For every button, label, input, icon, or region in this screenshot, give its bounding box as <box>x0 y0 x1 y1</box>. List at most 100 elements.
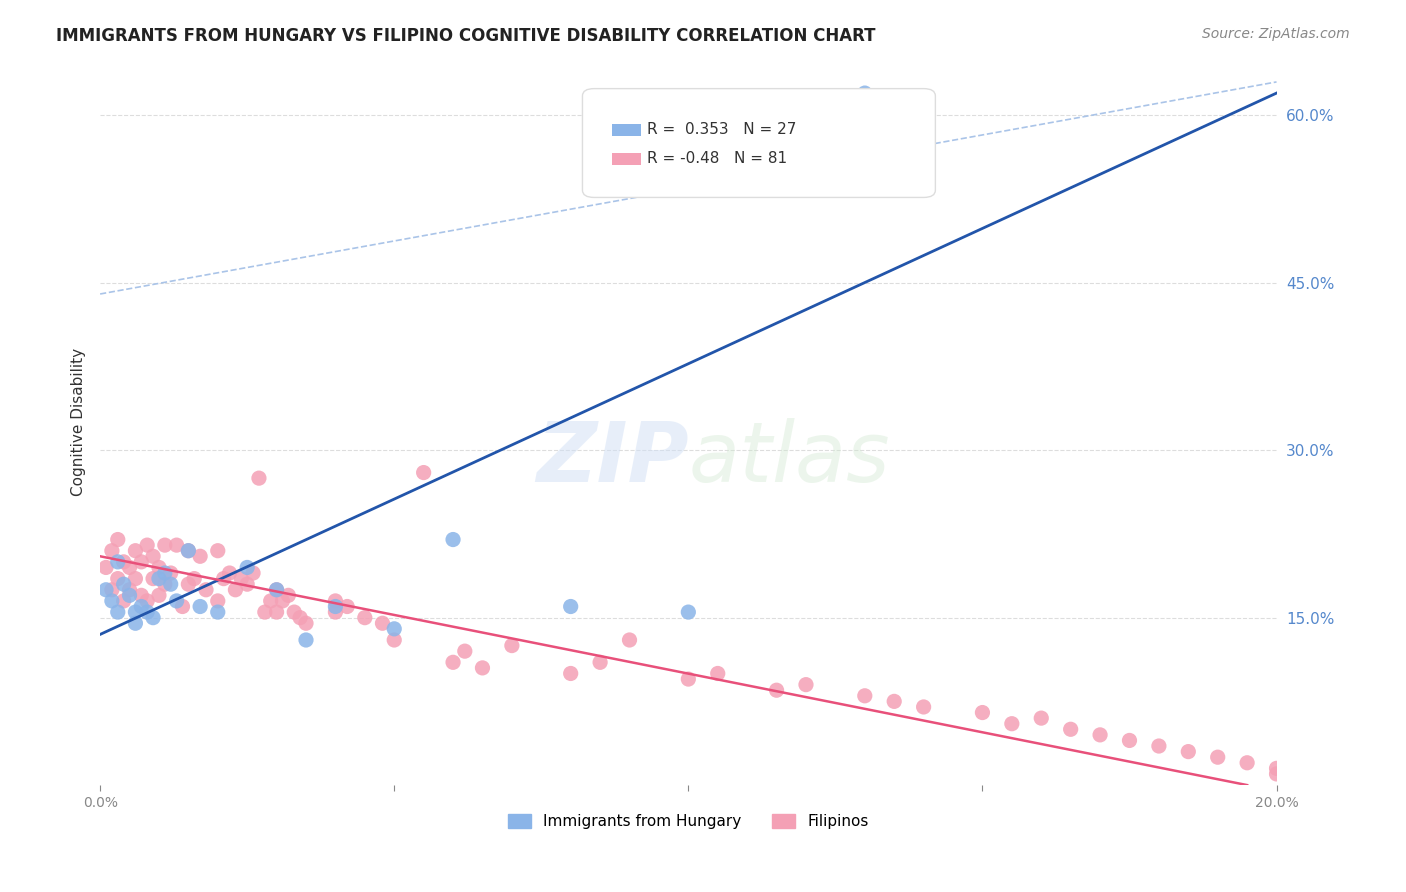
Point <box>153 566 176 580</box>
Point <box>288 610 311 624</box>
Point <box>107 605 129 619</box>
Point <box>177 543 200 558</box>
Text: atlas: atlas <box>689 418 890 500</box>
Point <box>118 560 141 574</box>
Point <box>148 560 170 574</box>
Point <box>1206 750 1229 764</box>
Point <box>678 605 700 619</box>
Point <box>177 577 200 591</box>
Point <box>148 588 170 602</box>
Point <box>266 605 288 619</box>
Text: IMMIGRANTS FROM HUNGARY VS FILIPINO COGNITIVE DISABILITY CORRELATION CHART: IMMIGRANTS FROM HUNGARY VS FILIPINO COGN… <box>56 27 876 45</box>
Point <box>353 610 375 624</box>
Point <box>172 599 194 614</box>
Point <box>1118 733 1140 747</box>
Point <box>912 700 935 714</box>
Point <box>260 594 283 608</box>
Point <box>1059 723 1081 737</box>
Point <box>1177 745 1199 759</box>
Point <box>112 577 135 591</box>
Point <box>277 588 299 602</box>
Point <box>136 594 159 608</box>
Point <box>207 543 229 558</box>
Point <box>136 538 159 552</box>
Point <box>124 572 146 586</box>
Point <box>94 582 117 597</box>
Bar <box>612 124 641 136</box>
Point <box>207 605 229 619</box>
Point <box>336 599 359 614</box>
Point <box>589 656 612 670</box>
Point <box>706 666 728 681</box>
Point <box>266 582 288 597</box>
Point <box>224 582 246 597</box>
Point <box>101 543 124 558</box>
Text: ZIP: ZIP <box>536 418 689 500</box>
Text: R =  0.353   N = 27: R = 0.353 N = 27 <box>647 122 797 137</box>
Point <box>231 572 253 586</box>
Point <box>153 577 176 591</box>
Point <box>218 566 240 580</box>
Point <box>454 644 477 658</box>
Point <box>112 555 135 569</box>
Point <box>236 560 259 574</box>
Point <box>142 610 165 624</box>
Point <box>765 683 787 698</box>
Point <box>242 566 264 580</box>
Point <box>136 605 159 619</box>
Y-axis label: Cognitive Disability: Cognitive Disability <box>72 348 86 497</box>
Point <box>412 466 434 480</box>
Point <box>619 632 641 647</box>
Point <box>148 572 170 586</box>
Point <box>471 661 494 675</box>
Point <box>195 582 218 597</box>
Point <box>1031 711 1053 725</box>
Point <box>124 616 146 631</box>
Point <box>972 706 994 720</box>
Point <box>1295 772 1317 787</box>
Point <box>124 543 146 558</box>
Point <box>325 594 347 608</box>
Point <box>441 533 464 547</box>
Point <box>207 594 229 608</box>
Point <box>325 605 347 619</box>
Point <box>131 599 153 614</box>
Point <box>678 672 700 686</box>
Point <box>101 594 124 608</box>
Point <box>266 582 288 597</box>
Point <box>112 594 135 608</box>
Point <box>107 533 129 547</box>
Point <box>501 639 523 653</box>
Point <box>1265 761 1288 775</box>
Text: Source: ZipAtlas.com: Source: ZipAtlas.com <box>1202 27 1350 41</box>
Point <box>124 605 146 619</box>
Point <box>883 694 905 708</box>
Point <box>253 605 276 619</box>
Point <box>382 632 405 647</box>
Point <box>1265 767 1288 781</box>
Point <box>142 572 165 586</box>
Point <box>560 666 582 681</box>
Point <box>142 549 165 564</box>
Legend: Immigrants from Hungary, Filipinos: Immigrants from Hungary, Filipinos <box>502 808 875 836</box>
FancyBboxPatch shape <box>582 88 935 197</box>
Point <box>1001 716 1024 731</box>
Point <box>794 678 817 692</box>
Point <box>107 555 129 569</box>
Point <box>118 582 141 597</box>
Point <box>131 588 153 602</box>
Point <box>236 577 259 591</box>
Point <box>1088 728 1111 742</box>
Point <box>325 599 347 614</box>
Point <box>107 572 129 586</box>
Point <box>247 471 270 485</box>
Point <box>188 599 211 614</box>
Text: R = -0.48   N = 81: R = -0.48 N = 81 <box>647 152 787 167</box>
Point <box>166 538 188 552</box>
Point <box>371 616 394 631</box>
Point <box>101 582 124 597</box>
Point <box>853 86 876 100</box>
Point <box>131 555 153 569</box>
Point <box>1147 739 1170 753</box>
Point <box>853 689 876 703</box>
